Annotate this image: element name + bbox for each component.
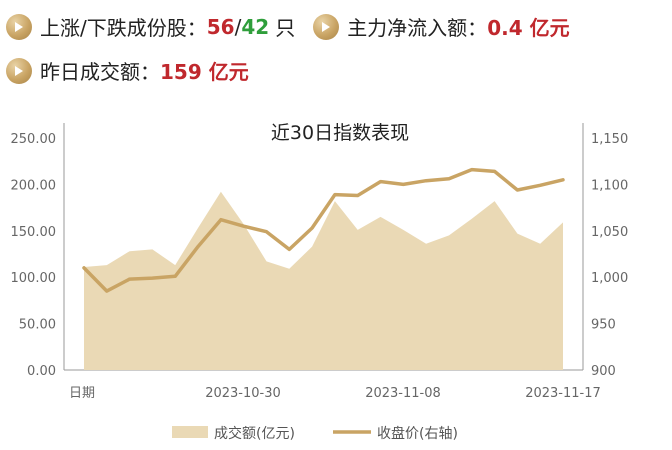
left-tick-label: 150.00	[11, 225, 57, 240]
left-tick-label: 250.00	[11, 132, 57, 147]
flow-label: 主力净流入额：	[347, 16, 488, 40]
x-tick-label: 2023-11-17	[525, 386, 601, 401]
right-tick-label: 950	[591, 318, 616, 333]
turnover-stat: 昨日成交额： 159 亿元	[6, 56, 249, 85]
gold-bullet-icon	[6, 13, 32, 40]
close-price-line	[82, 167, 565, 293]
right-tick-label: 1,050	[591, 225, 628, 240]
right-tick-label: 900	[591, 364, 616, 379]
legend-area-swatch	[172, 426, 208, 438]
left-tick-label: 0.00	[27, 364, 56, 379]
left-tick-label: 100.00	[11, 271, 57, 286]
x-tick-label: 2023-11-08	[365, 386, 441, 401]
gold-bullet-icon	[6, 57, 32, 84]
stats-row-2: 昨日成交额： 159 亿元	[6, 56, 249, 85]
updown-label: 上涨/下跌成份股：	[40, 16, 207, 40]
updown-stat: 上涨/下跌成份股： 56 / 42 只	[6, 12, 295, 41]
right-tick-label: 1,150	[591, 132, 628, 147]
stats-row-1: 上涨/下跌成份股： 56 / 42 只 主力净流入额： 0.4 亿元	[6, 12, 570, 41]
gold-bullet-icon	[313, 13, 340, 40]
x-axis-first-label: 日期	[69, 386, 95, 401]
count-unit: 只	[275, 16, 296, 40]
up-down-separator: /	[234, 14, 242, 39]
right-tick-label: 1,000	[591, 271, 628, 286]
x-tick-label: 2023-10-30	[205, 386, 281, 401]
flow-value: 0.4 亿元	[487, 16, 570, 40]
legend-area-label: 成交额(亿元)	[214, 425, 295, 442]
legend-line-label: 收盘价(右轴)	[377, 425, 458, 442]
chart-title: 近30日指数表现	[271, 122, 409, 144]
flow-stat: 主力净流入额： 0.4 亿元	[313, 12, 570, 41]
right-tick-label: 1,100	[591, 178, 628, 193]
left-tick-label: 200.00	[11, 178, 57, 193]
turnover-label: 昨日成交额：	[40, 60, 160, 84]
turnover-area	[84, 191, 563, 370]
turnover-value: 159 亿元	[160, 60, 249, 84]
down-count: 42	[241, 14, 270, 39]
left-tick-label: 50.00	[19, 318, 56, 333]
up-count: 56	[206, 14, 235, 39]
